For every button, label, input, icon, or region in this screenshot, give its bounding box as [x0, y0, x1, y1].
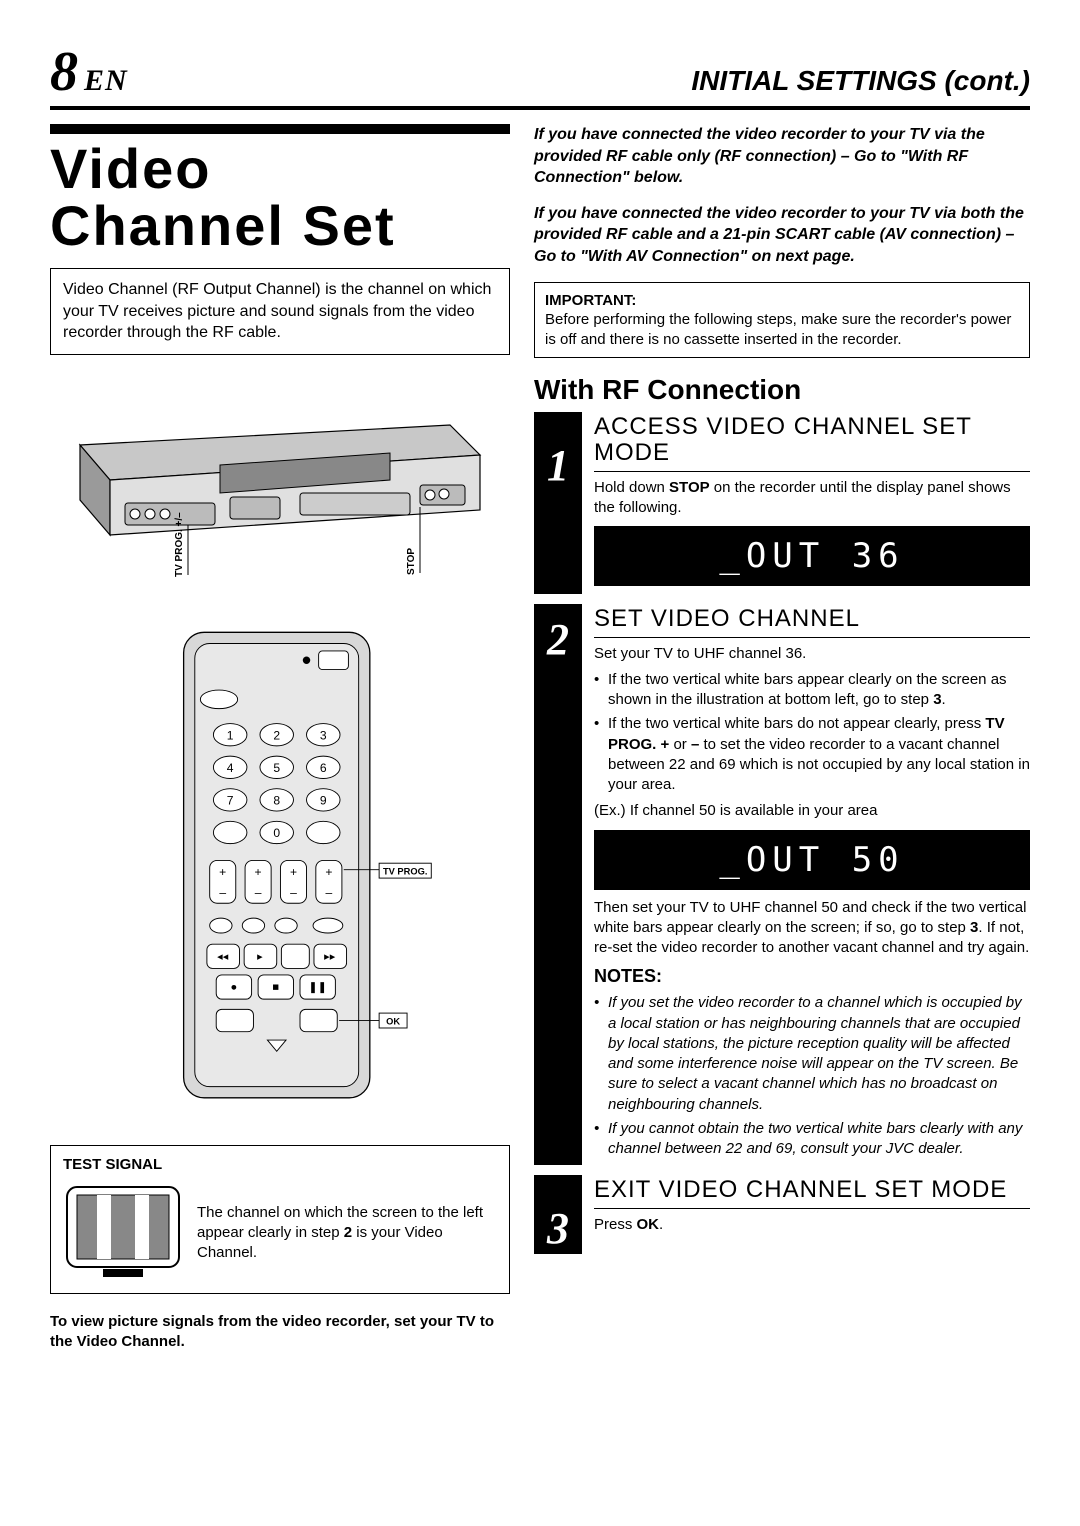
- s2b2a: If the two vertical white bars do not ap…: [608, 715, 985, 732]
- step-3-num: 3: [534, 1175, 582, 1254]
- step-3-text: Press OK.: [594, 1215, 1030, 1235]
- footer-note: To view picture signals from the video r…: [50, 1312, 510, 1351]
- right-column: If you have connected the video recorder…: [534, 124, 1030, 1351]
- s2-example: (Ex.) If channel 50 is available in your…: [594, 801, 1030, 821]
- svg-text:▸: ▸: [257, 951, 263, 963]
- step-1: 1 ACCESS VIDEO CHANNEL SET MODE Hold dow…: [534, 412, 1030, 594]
- step-2-title: SET VIDEO CHANNEL: [594, 606, 1030, 632]
- svg-text:0: 0: [273, 826, 280, 840]
- svg-text:1: 1: [227, 728, 234, 742]
- svg-text:–: –: [255, 886, 262, 900]
- svg-text:+: +: [255, 865, 262, 879]
- vcr-label-stop: STOP: [406, 548, 417, 575]
- svg-text:7: 7: [227, 793, 234, 807]
- step-3-title: EXIT VIDEO CHANNEL SET MODE: [594, 1177, 1030, 1203]
- test-signal-text: The channel on which the screen to the l…: [197, 1203, 497, 1264]
- intro-box: Video Channel (RF Output Channel) is the…: [50, 268, 510, 355]
- important-box: IMPORTANT: Before performing the followi…: [534, 282, 1030, 359]
- s2b1a: If the two vertical white bars appear cl…: [608, 671, 1007, 708]
- main-title: Video Channel Set: [50, 140, 510, 254]
- s2-bullet-2: If the two vertical white bars do not ap…: [594, 714, 1030, 795]
- svg-text:●: ●: [231, 982, 238, 994]
- s2pa: Then set your TV to UHF channel 50 and c…: [594, 899, 1026, 936]
- svg-text:❚❚: ❚❚: [308, 982, 327, 994]
- s3-after: .: [659, 1216, 663, 1233]
- display-1-text: _OUT 36: [719, 536, 904, 576]
- s1-before: Hold down: [594, 479, 669, 496]
- step-1-text: Hold down STOP on the recorder until the…: [594, 478, 1030, 519]
- svg-text:+: +: [290, 865, 297, 879]
- left-column: Video Channel Set Video Channel (RF Outp…: [50, 124, 510, 1351]
- remote-label-tvprog: TV PROG.: [383, 866, 427, 876]
- svg-text:■: ■: [272, 982, 279, 994]
- notes-list: If you set the video recorder to a chann…: [594, 993, 1030, 1159]
- main-title-line1: Video: [50, 137, 211, 200]
- s2b1c: .: [942, 691, 946, 708]
- test-signal-box: TEST SIGNAL The channel on which the scr…: [50, 1145, 510, 1294]
- remote-diagram: 1 2 3 4 5 6 7 8 9 0 + – + – + –: [50, 615, 510, 1115]
- tv-icon: [63, 1183, 183, 1283]
- s2b2c: or: [669, 736, 691, 753]
- svg-text:3: 3: [320, 728, 327, 742]
- note-2: If you cannot obtain the two vertical wh…: [594, 1119, 1030, 1160]
- svg-text:+: +: [325, 865, 332, 879]
- svg-text:4: 4: [227, 761, 234, 775]
- note-1: If you set the video recorder to a chann…: [594, 993, 1030, 1115]
- step-3: 3 EXIT VIDEO CHANNEL SET MODE Press OK.: [534, 1175, 1030, 1254]
- step-2-bullets: If the two vertical white bars appear cl…: [594, 670, 1030, 796]
- svg-text:2: 2: [273, 728, 280, 742]
- step-2-intro: Set your TV to UHF channel 36.: [594, 644, 1030, 664]
- step-1-title: ACCESS VIDEO CHANNEL SET MODE: [594, 414, 1030, 467]
- svg-text:–: –: [325, 886, 332, 900]
- header-section-title: INITIAL SETTINGS (cont.): [691, 65, 1030, 97]
- page-number: 8: [50, 40, 78, 104]
- svg-text:▸▸: ▸▸: [324, 951, 336, 963]
- svg-text:–: –: [290, 886, 297, 900]
- step-2-num: 2: [534, 604, 582, 1165]
- s3-before: Press: [594, 1216, 637, 1233]
- step-2: 2 SET VIDEO CHANNEL Set your TV to UHF c…: [534, 604, 1030, 1165]
- test-signal-title: TEST SIGNAL: [63, 1156, 497, 1173]
- rf-section-title: With RF Connection: [534, 374, 1030, 406]
- svg-text:5: 5: [273, 761, 280, 775]
- svg-text:8: 8: [273, 793, 280, 807]
- svg-text:6: 6: [320, 761, 327, 775]
- s3-bold: OK: [637, 1216, 660, 1233]
- right-intro-2: If you have connected the video recorder…: [534, 203, 1030, 268]
- svg-text:9: 9: [320, 793, 327, 807]
- remote-illustration: 1 2 3 4 5 6 7 8 9 0 + – + – + –: [165, 623, 435, 1107]
- right-intro-1: If you have connected the video recorder…: [534, 124, 1030, 189]
- vcr-diagram: TV PROG. +/– STOP: [50, 385, 510, 585]
- main-title-line2: Channel Set: [50, 194, 396, 257]
- title-rule: [50, 124, 510, 134]
- svg-text:–: –: [219, 886, 226, 900]
- svg-text:◂◂: ◂◂: [217, 951, 229, 963]
- vcr-label-tvprog: TV PROG. +/–: [174, 512, 185, 577]
- display-panel-2: _OUT 50: [594, 830, 1030, 890]
- s2b1b: 3: [933, 691, 941, 708]
- page-number-block: 8 EN: [50, 40, 128, 104]
- display-2-text: _OUT 50: [719, 840, 904, 880]
- display-panel-1: _OUT 36: [594, 526, 1030, 586]
- notes-title: NOTES:: [594, 966, 1030, 987]
- step-1-num: 1: [534, 412, 582, 594]
- page-header: 8 EN INITIAL SETTINGS (cont.): [50, 40, 1030, 110]
- important-label: IMPORTANT:: [545, 292, 636, 309]
- ts-step: 2: [344, 1224, 352, 1241]
- important-text: Before performing the following steps, m…: [545, 311, 1011, 348]
- svg-text:+: +: [219, 865, 226, 879]
- page-lang: EN: [84, 64, 128, 98]
- s2-bullet-1: If the two vertical white bars appear cl…: [594, 670, 1030, 711]
- remote-label-ok: OK: [386, 1016, 400, 1026]
- s1-bold: STOP: [669, 479, 710, 496]
- vcr-illustration: TV PROG. +/– STOP: [70, 385, 490, 585]
- s2-post: Then set your TV to UHF channel 50 and c…: [594, 898, 1030, 959]
